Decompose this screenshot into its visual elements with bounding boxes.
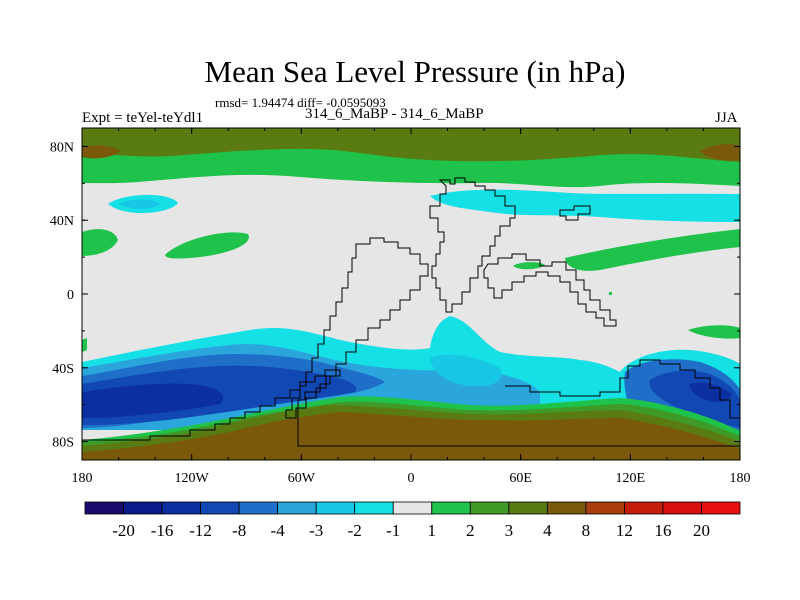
antarctica-coastline: [82, 359, 741, 447]
y-tick-label: 40N: [50, 214, 74, 229]
small-green-dot: [609, 292, 612, 295]
south-indian-green-patch: [688, 325, 740, 339]
colorbar-label: 1: [428, 521, 437, 540]
y-tick-label: 80S: [52, 436, 74, 451]
colorbar-label: 4: [543, 521, 552, 540]
south-atlantic-cyan-low: [430, 354, 502, 387]
rmsd-diff-label: rmsd= 1.94474 diff= -0.0595093: [215, 95, 386, 110]
y-tick-label: 40S: [52, 362, 74, 377]
west-edge-green-patch: [82, 338, 87, 352]
colorbar-label: -1: [386, 521, 400, 540]
colorbar-label: 2: [466, 521, 475, 540]
south-indian-darkest-blue: [689, 382, 732, 402]
axis-labels: 180 120W 60W 0 60E 120E 180 80N 40N 0 40S 80S: [50, 140, 751, 486]
colorbar-swatch: [238, 501, 279, 515]
colorbar-swatch: [123, 501, 163, 515]
colorbar-label: 16: [654, 521, 671, 540]
colorbar-label: -20: [112, 521, 135, 540]
x-tick-label: 180: [730, 471, 751, 486]
x-tick-label: 60E: [509, 471, 532, 486]
x-tick-label: 120E: [616, 471, 646, 486]
africa-eurasia-coastline: [483, 253, 617, 327]
caspian-green-spot: [513, 262, 545, 270]
antarctic-dark-brown-high: [82, 412, 740, 460]
season-label: JJA: [715, 110, 738, 126]
colorbar-swatch: [662, 501, 702, 515]
colorbar-swatch: [161, 501, 201, 515]
colorbar-swatch: [585, 501, 625, 515]
x-tick-label: 60W: [288, 471, 316, 486]
colorbar-label: 12: [616, 521, 633, 540]
greenland-coastline: [559, 205, 591, 221]
colorbar-label: -16: [151, 521, 174, 540]
colorbar-swatch: [200, 501, 240, 515]
colorbar-label: -12: [189, 521, 212, 540]
colorbar-swatch: [431, 501, 471, 515]
north-olive-band: [82, 128, 740, 162]
experiment-comparison-label: 314_6_MaBP - 314_6_MaBP: [305, 106, 484, 122]
colorbar-label: -4: [271, 521, 286, 540]
pressure-field: [82, 128, 740, 460]
colorbar-swatch: [277, 501, 317, 515]
colorbar-swatch: [84, 501, 124, 515]
central-pacific-green-patch: [165, 232, 249, 259]
y-tick-label: 0: [67, 288, 74, 303]
colorbar-swatch: [508, 501, 548, 515]
colorbar-swatch: [546, 501, 587, 515]
south-america-coastline: [285, 237, 429, 419]
colorbar-label: -2: [348, 521, 362, 540]
y-tick-label: 80N: [50, 140, 74, 155]
colorbar-label: -3: [309, 521, 323, 540]
chart-title: Mean Sea Level Pressure (in hPa): [204, 54, 626, 89]
colorbar-swatch: [354, 501, 394, 515]
north-pacific-green-patch: [82, 229, 118, 256]
colorbar: [84, 501, 741, 515]
colorbar-label: 20: [693, 521, 710, 540]
coastlines: [82, 177, 741, 447]
north-brown-patch-east: [700, 144, 740, 161]
colorbar-swatch: [701, 501, 741, 515]
x-tick-label: 0: [408, 471, 415, 486]
colorbar-swatch: [392, 501, 433, 515]
experiment-label: Expt = teYel-teYdl1: [82, 110, 204, 126]
north-brown-patch-west: [82, 145, 120, 159]
x-tick-label: 120W: [175, 471, 210, 486]
colorbar-swatch: [469, 501, 510, 515]
north-pacific-light-cyan: [118, 199, 160, 209]
south-pacific-darkest-blue: [82, 383, 224, 418]
colorbar-label: 3: [505, 521, 514, 540]
colorbar-label: -8: [232, 521, 246, 540]
asia-green-band: [565, 229, 740, 271]
colorbar-label: 8: [582, 521, 591, 540]
colorbar-swatch: [315, 501, 356, 515]
axis-ticks: [81, 128, 741, 460]
colorbar-swatch: [624, 501, 664, 515]
south-indian-deep-blue: [649, 370, 740, 428]
north-america-coastline: [429, 177, 516, 313]
colorbar-labels: -20 -16 -12 -8 -4 -3 -2 -1 1 2 3 4 8 12 16 20: [112, 521, 710, 540]
x-tick-label: 180: [72, 471, 93, 486]
